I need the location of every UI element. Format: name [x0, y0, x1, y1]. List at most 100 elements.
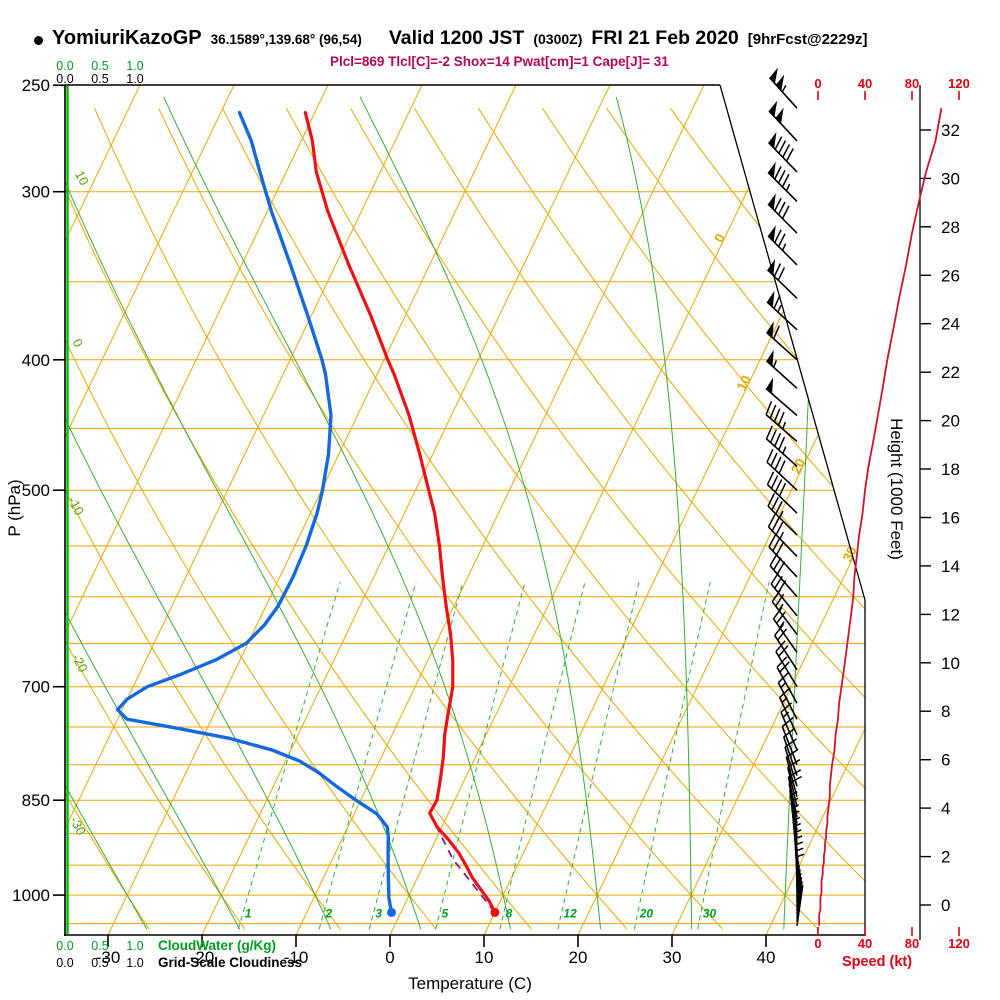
wind-barb: [768, 100, 798, 142]
svg-text:26: 26: [941, 266, 960, 285]
wind-barb: [765, 425, 798, 467]
svg-text:1.0: 1.0: [126, 956, 143, 970]
svg-text:4: 4: [941, 799, 950, 818]
svg-text:30: 30: [663, 948, 682, 967]
wind-barb: [775, 640, 798, 688]
surface-temperature-dot: [490, 907, 500, 917]
axis-titles: P (hPa) Temperature (C) Height (1000 Fee…: [5, 418, 912, 993]
svg-text:0: 0: [711, 231, 728, 244]
wind-barb: [782, 727, 798, 776]
svg-text:0.5: 0.5: [91, 59, 108, 73]
svg-text:30: 30: [840, 544, 860, 564]
svg-text:0: 0: [814, 76, 821, 91]
svg-text:40: 40: [858, 76, 872, 91]
svg-text:22: 22: [941, 363, 960, 382]
svg-text:30: 30: [703, 907, 717, 921]
surface-dewpoint-dot: [387, 907, 396, 917]
svg-text:18: 18: [941, 460, 960, 479]
wind-barb: [766, 471, 798, 514]
svg-text:0.0: 0.0: [56, 956, 73, 970]
svg-text:0.5: 0.5: [91, 939, 108, 953]
svg-text:5: 5: [442, 907, 449, 921]
svg-text:20: 20: [569, 948, 588, 967]
wind-barb: [768, 534, 798, 578]
svg-text:10: 10: [72, 168, 92, 188]
background-grid: [65, 85, 865, 935]
svg-text:30: 30: [941, 169, 960, 188]
svg-text:3: 3: [375, 907, 382, 921]
svg-text:850: 850: [22, 791, 50, 810]
wind-speed-profile: [818, 108, 943, 926]
speed-axis-label: Speed (kt): [842, 954, 912, 970]
svg-text:-30: -30: [96, 948, 121, 967]
wind-barb: [777, 671, 798, 720]
svg-text:1.0: 1.0: [126, 939, 143, 953]
wind-barb: [774, 623, 798, 671]
svg-text:10: 10: [734, 373, 754, 393]
svg-text:24: 24: [941, 315, 960, 334]
wind-barb: [767, 493, 798, 536]
svg-text:1.0: 1.0: [126, 72, 143, 86]
wind-barb: [772, 606, 798, 653]
wind-barb: [767, 513, 798, 557]
wind-barb: [765, 349, 798, 389]
svg-text:80: 80: [905, 936, 919, 951]
dry-adiabats: [65, 107, 865, 930]
valid-date: FRI 21 Feb 2020: [591, 27, 739, 49]
svg-text:0: 0: [385, 948, 394, 967]
svg-text:16: 16: [941, 509, 960, 528]
cloudiness-scale-label: Grid-Scale Cloudiness: [158, 955, 302, 970]
wind-barb: [780, 702, 798, 751]
svg-text:1: 1: [245, 907, 252, 921]
valid-time: Valid 1200 JST: [388, 27, 525, 49]
wind-barb: [765, 401, 798, 443]
svg-text:0.0: 0.0: [56, 72, 73, 86]
wind-barb: [766, 291, 798, 331]
svg-text:250: 250: [22, 76, 50, 95]
temperature-axis-label: Temperature (C): [408, 974, 532, 993]
svg-text:20: 20: [941, 412, 960, 431]
station-coords: 36.1589°,139.68° (96,54): [210, 32, 362, 47]
wind-barb: [776, 656, 798, 704]
svg-text:120: 120: [948, 936, 970, 951]
wind-barb: [765, 377, 798, 417]
wind-barb: [766, 448, 798, 491]
stability-indices: Plcl=869 Tlcl[C]=-2 Shox=14 Pwat[cm]=1 C…: [330, 54, 669, 69]
wind-barb: [767, 225, 798, 266]
svg-text:500: 500: [22, 481, 50, 500]
mixing-ratio-lines: [237, 581, 770, 930]
svg-text:20: 20: [788, 456, 808, 476]
temperature-dewpoint-profiles: [115, 110, 500, 917]
svg-text:0: 0: [70, 336, 87, 349]
svg-text:10: 10: [941, 654, 960, 673]
svg-text:40: 40: [858, 936, 872, 951]
svg-text:700: 700: [22, 678, 50, 697]
wind-barb: [766, 259, 798, 299]
wind-barb: [767, 132, 798, 173]
svg-text:12: 12: [563, 907, 577, 921]
svg-text:400: 400: [22, 351, 50, 370]
wind-barb-column: [765, 67, 805, 926]
svg-text:6: 6: [941, 751, 950, 770]
svg-text:0.0: 0.0: [56, 939, 73, 953]
wind-barb: [785, 748, 799, 797]
pressure-axis-label: P (hPa): [5, 479, 24, 536]
svg-text:2: 2: [941, 848, 950, 867]
svg-text:120: 120: [948, 76, 970, 91]
wind-barb: [781, 716, 798, 766]
wind-barb: [765, 321, 798, 361]
svg-text:28: 28: [941, 218, 960, 237]
svg-text:80: 80: [905, 76, 919, 91]
wind-barb: [771, 589, 798, 635]
speed-line: [818, 108, 943, 926]
svg-text:0.0: 0.0: [56, 59, 73, 73]
svg-text:1.0: 1.0: [126, 59, 143, 73]
wind-barb: [796, 885, 804, 926]
wind-barb: [767, 193, 798, 234]
svg-text:10: 10: [475, 948, 494, 967]
svg-text:40: 40: [757, 948, 776, 967]
